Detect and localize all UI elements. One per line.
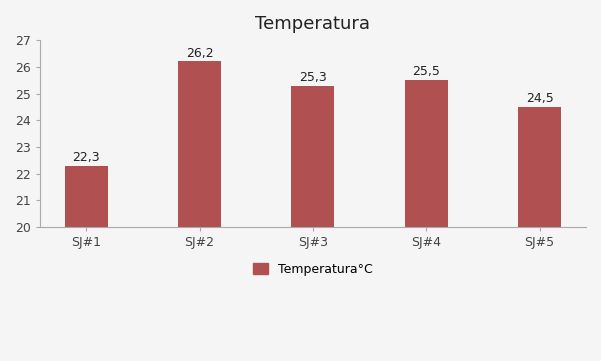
Bar <box>65 166 108 227</box>
Text: 25,3: 25,3 <box>299 71 327 84</box>
Bar <box>178 61 221 227</box>
Bar <box>518 107 561 227</box>
Title: Temperatura: Temperatura <box>255 15 370 33</box>
Text: 24,5: 24,5 <box>526 92 554 105</box>
Text: 22,3: 22,3 <box>73 151 100 164</box>
Legend: Temperatura°C: Temperatura°C <box>248 258 378 281</box>
Text: 26,2: 26,2 <box>186 47 213 60</box>
Text: 25,5: 25,5 <box>412 65 441 78</box>
Bar <box>404 80 448 227</box>
Bar <box>291 86 335 227</box>
